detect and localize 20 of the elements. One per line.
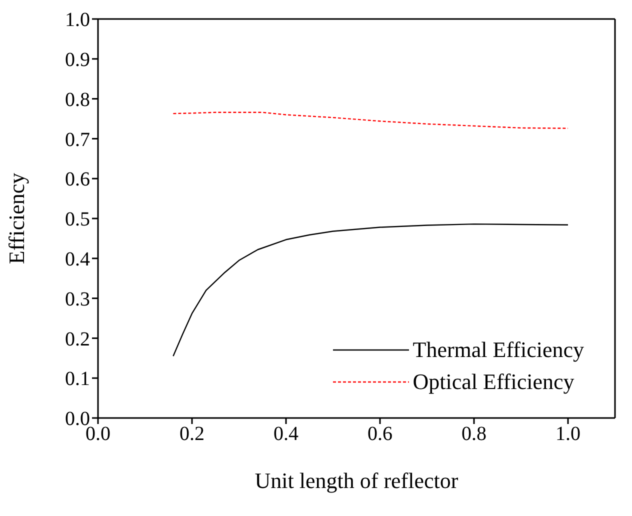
x-tick-label: 1.0 [556, 423, 580, 446]
x-tick-label: 0.4 [274, 423, 298, 446]
y-tick-label: 0.1 [65, 368, 90, 390]
y-tick-label: 0.5 [65, 208, 90, 231]
y-tick-label: 0.2 [65, 328, 90, 350]
x-axis-title: Unit length of reflector [254, 468, 459, 493]
x-tick-label: 0.2 [180, 423, 204, 446]
y-tick-label: 0.4 [65, 248, 90, 270]
y-tick-label: 0.6 [65, 168, 90, 191]
y-tick-label: 1.0 [65, 9, 90, 32]
y-tick-label: 0.9 [65, 49, 90, 71]
legend-label: Thermal Efficiency [412, 336, 584, 364]
y-tick-label: 0.3 [65, 288, 90, 310]
x-tick-label: 0.8 [462, 423, 486, 446]
y-tick-label: 0.7 [65, 128, 90, 151]
y-axis-title: Efficiency [4, 172, 29, 264]
line-series [172, 112, 569, 129]
y-tick-label: 0.8 [65, 88, 90, 111]
legend-label: Optical Efficiency [412, 368, 574, 396]
x-tick-label: 0.6 [368, 423, 392, 446]
